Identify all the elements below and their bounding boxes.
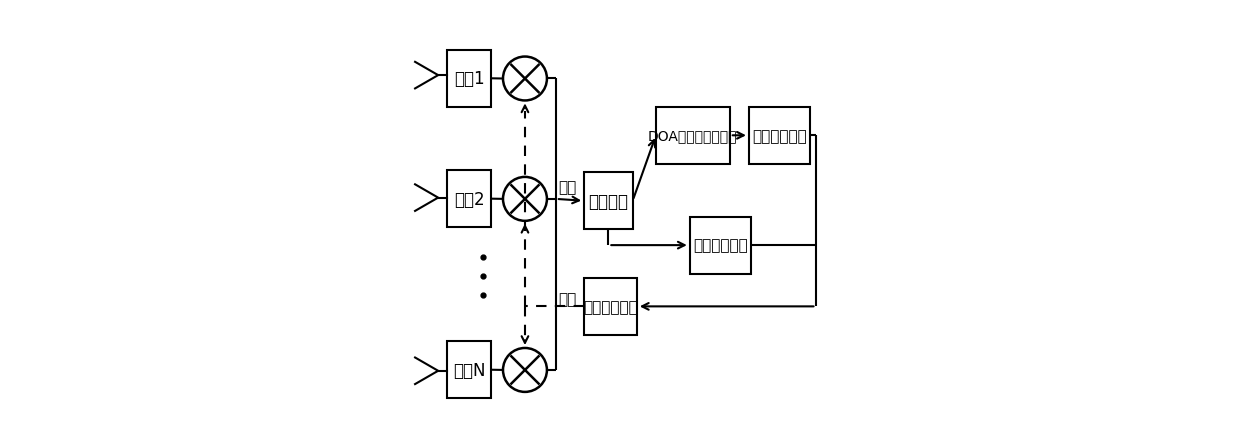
Text: 数字波束形成: 数字波束形成 bbox=[583, 299, 637, 314]
Text: DOA和极化参数估计: DOA和极化参数估计 bbox=[649, 129, 738, 143]
Text: 接收: 接收 bbox=[558, 180, 577, 195]
Text: 发射: 发射 bbox=[558, 292, 577, 307]
Text: 加权矢量计算: 加权矢量计算 bbox=[753, 129, 807, 144]
Bar bbox=[446, 341, 491, 398]
Bar bbox=[584, 278, 637, 335]
Text: 通道2: 通道2 bbox=[454, 190, 485, 208]
Text: 干扰信号生成: 干扰信号生成 bbox=[693, 238, 748, 253]
Bar bbox=[446, 171, 491, 227]
Bar bbox=[689, 217, 751, 274]
Bar bbox=[656, 108, 730, 164]
Text: 信号采样: 信号采样 bbox=[589, 192, 629, 210]
Bar bbox=[446, 51, 491, 108]
Bar bbox=[584, 173, 632, 230]
Bar bbox=[749, 108, 810, 164]
Text: 通道1: 通道1 bbox=[454, 70, 485, 88]
Text: 通道N: 通道N bbox=[453, 361, 485, 379]
